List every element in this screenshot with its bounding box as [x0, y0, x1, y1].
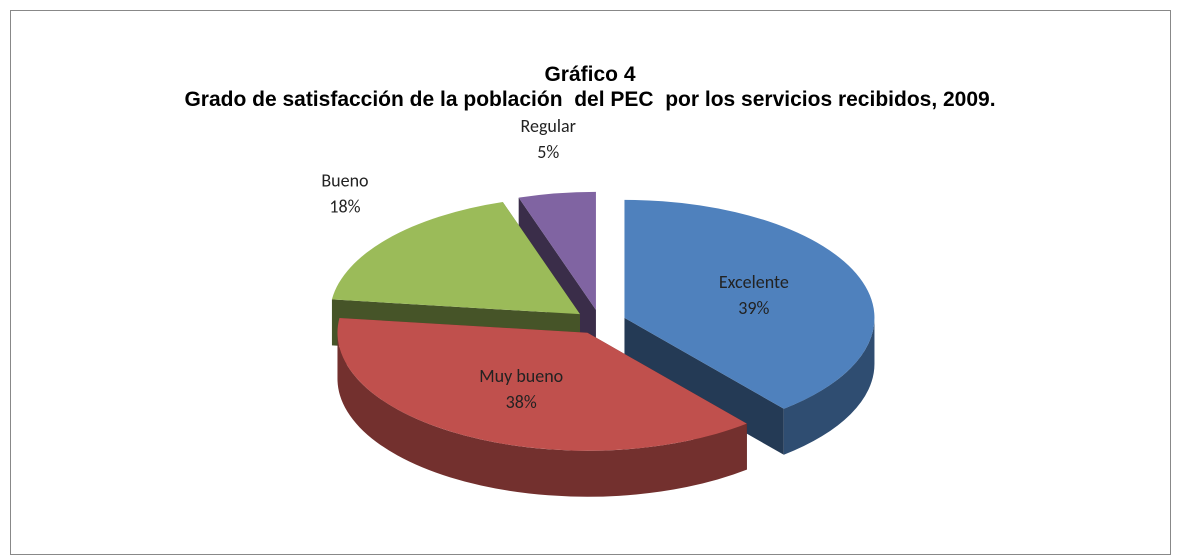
value-label: 39%: [738, 297, 769, 319]
value-label: 5%: [537, 141, 559, 163]
chart-title: Gráfico 4: [544, 63, 636, 86]
slice-side: [624, 317, 784, 455]
slice: [518, 191, 596, 310]
slice-label: Excelente: [719, 271, 789, 293]
slice-label: Bueno: [321, 170, 368, 192]
slice-label: Muy bueno: [479, 365, 563, 387]
slice-side: [337, 332, 747, 497]
slice-label: Regular: [521, 115, 576, 137]
value-label: 38%: [506, 391, 537, 413]
slice: [331, 201, 580, 315]
slice: [624, 199, 875, 409]
slice-side: [783, 317, 875, 455]
chart-subtitle: Grado de satisfacción de la población de…: [184, 88, 996, 111]
slice: [337, 317, 747, 451]
value-label: 18%: [329, 196, 360, 218]
